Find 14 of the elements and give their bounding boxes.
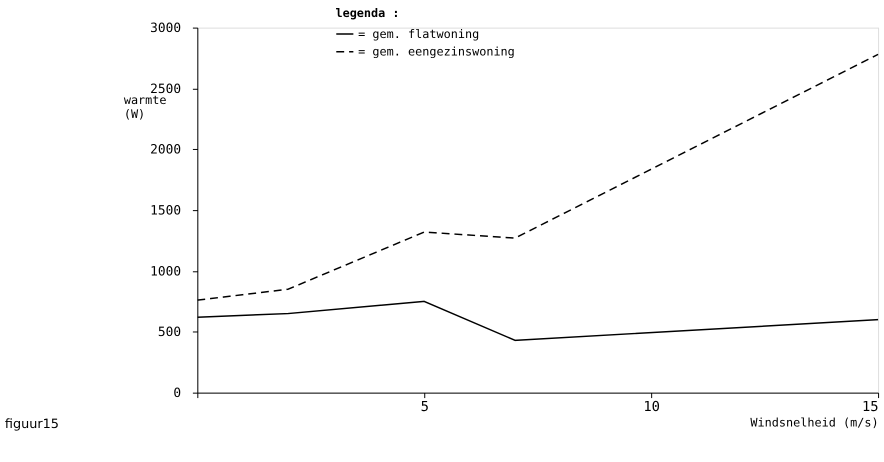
y-tick-label: 1500	[150, 204, 182, 219]
x-tick-label: 5	[420, 398, 429, 415]
y-tick-label: 0	[173, 386, 182, 402]
x-tick-label: 10	[643, 398, 660, 415]
legend-title: legenda :	[335, 6, 400, 20]
text: figuur15	[4, 417, 59, 432]
x-axis-title: Windsnelheid (m/s)	[750, 416, 879, 430]
y-tick-label: 3000	[150, 21, 182, 36]
y-tick-label: 1000	[150, 264, 182, 280]
x-tick-label: 15	[862, 398, 879, 415]
legend-label: = gem. eengezinswoning	[358, 44, 515, 59]
y-tick-label: 500	[158, 325, 182, 340]
legend-label: = gem. flatwoning	[358, 26, 480, 41]
y-tick-label: 2000	[150, 142, 182, 158]
